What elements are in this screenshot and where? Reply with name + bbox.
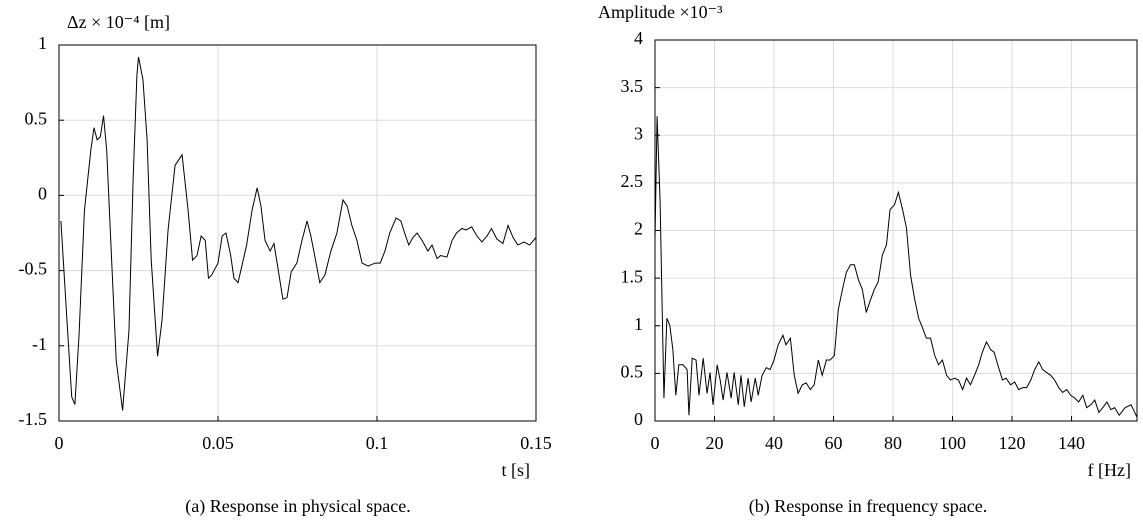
x-axis-label: t [s] [502, 460, 531, 480]
x-tick-label: 100 [939, 433, 966, 453]
y-tick-label: 0.5 [621, 362, 644, 382]
data-line [654, 116, 1138, 418]
x-tick-label: 40 [765, 433, 783, 453]
y-tick-label: 1.5 [621, 266, 644, 286]
x-tick-label: 80 [884, 433, 902, 453]
y-tick-label: 3 [634, 123, 643, 143]
y-tick-label: 1 [38, 33, 47, 53]
x-tick-label: 20 [706, 433, 724, 453]
plot-frame [58, 44, 537, 422]
y-tick-label: 2 [634, 219, 643, 239]
y-tick-label: 4 [634, 28, 643, 48]
y-tick-label: 0 [38, 184, 47, 204]
y-axis-label: Amplitude ×10⁻³ [598, 2, 723, 22]
x-tick-label: 0.05 [202, 433, 234, 453]
y-tick-label: -1.5 [19, 409, 48, 429]
caption: (b) Response in frequency space. [749, 496, 987, 517]
x-tick-label: 0 [651, 433, 660, 453]
x-tick-label: 0.15 [520, 433, 552, 453]
y-axis-label: Δz × 10⁻⁴ [m] [67, 12, 170, 32]
plot-frame [654, 39, 1138, 422]
data-line [60, 56, 537, 411]
y-tick-label: 2.5 [621, 171, 644, 191]
x-axis-label: f [Hz] [1088, 460, 1131, 480]
x-tick-label: 60 [825, 433, 843, 453]
y-tick-label: 3.5 [621, 76, 644, 96]
y-tick-label: -0.5 [19, 259, 48, 279]
y-tick-label: 0.5 [25, 108, 48, 128]
y-tick-label: -1 [32, 334, 47, 354]
x-tick-label: 120 [999, 433, 1026, 453]
x-tick-label: 140 [1058, 433, 1085, 453]
x-tick-label: 0 [55, 433, 64, 453]
y-tick-label: 0 [634, 409, 643, 429]
y-tick-label: 1 [634, 314, 643, 334]
x-tick-label: 0.1 [366, 433, 389, 453]
caption: (a) Response in physical space. [185, 496, 410, 517]
